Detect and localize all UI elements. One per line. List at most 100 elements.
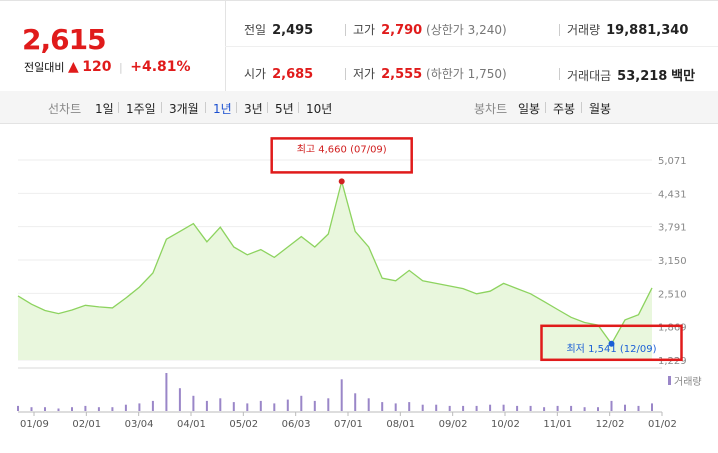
volume-bar [313, 400, 316, 411]
y-tick-label: 5,071 [658, 156, 687, 167]
high-annotation-label: 최고 4,660 (07/09) [297, 143, 387, 155]
current-price-box: 2,615 전일대비 ▲ 120 | +4.81% [0, 1, 226, 92]
volume-bar [111, 407, 114, 411]
volume-bar [543, 407, 546, 411]
up-arrow-icon: ▲ [67, 59, 79, 75]
volume-bar [124, 404, 127, 411]
volume-bar [583, 407, 586, 411]
volume-bar [570, 405, 573, 411]
volume-bar [502, 404, 505, 411]
volume-bar [475, 405, 478, 411]
volume-bar [624, 404, 626, 411]
tab-1w[interactable]: 1주일 [126, 102, 156, 116]
volume-bar [435, 404, 438, 411]
x-tick-label: 01/02 [648, 419, 677, 430]
x-tick-label: 11/01 [543, 419, 572, 430]
y-tick-label: 3,791 [658, 223, 687, 234]
low-price: 저가 2,555 (하한가 1,750) [353, 67, 507, 82]
volume: 거래량 19,881,340 [567, 23, 689, 38]
volume-bar [367, 398, 370, 411]
tab-1y[interactable]: 1년 [213, 102, 232, 116]
current-price: 2,615 [22, 23, 107, 56]
line-chart-label: 선차트 [48, 102, 82, 116]
prev-close: 전일 2,495 [244, 23, 314, 38]
open-price: 시가 2,685 [244, 67, 314, 82]
volume-bar [138, 403, 141, 411]
y-tick-label: 1,229 [658, 356, 687, 367]
y-tick-label: 1,869 [658, 323, 687, 334]
x-tick-label: 02/01 [72, 419, 101, 430]
volume-bar [529, 405, 532, 411]
x-tick-label: 08/01 [386, 419, 415, 430]
volume-bar [273, 403, 276, 411]
volume-bar [394, 403, 397, 411]
tab-weekly-candle[interactable]: 주봉 [553, 102, 576, 116]
volume-bar [489, 404, 492, 411]
turnover: 거래대금 53,218 백만 [567, 69, 696, 84]
candle-chart-label: 봉차트 [474, 102, 508, 116]
x-tick-label: 01/09 [20, 419, 49, 430]
x-tick-label: 05/02 [229, 419, 258, 430]
volume-bar [259, 400, 262, 411]
y-tick-label: 2,510 [658, 289, 687, 300]
low-annotation-box [540, 324, 683, 362]
volume-bar [327, 398, 330, 411]
x-tick-label: 07/01 [334, 419, 363, 430]
volume-bar [408, 402, 411, 411]
high-point-marker [338, 178, 345, 185]
volume-bar [516, 405, 519, 411]
volume-bar [17, 405, 19, 411]
low-point-marker [608, 340, 615, 347]
volume-bar [192, 395, 195, 411]
volume-bar [246, 403, 249, 411]
volume-bar [71, 407, 73, 411]
volume-bar [232, 402, 235, 411]
volume-bar [30, 407, 33, 411]
volume-bar [651, 403, 653, 411]
tab-5y[interactable]: 5년 [275, 102, 294, 116]
x-tick-label: 03/04 [125, 419, 154, 430]
volume-bar [97, 407, 100, 411]
change-percent: +4.81% [130, 59, 191, 75]
tab-1d[interactable]: 1일 [95, 102, 114, 116]
change-divider: | [119, 61, 123, 74]
volume-bar [286, 399, 289, 411]
row-divider [225, 46, 718, 47]
high-price: 고가 2,790 (상한가 3,240) [353, 23, 507, 38]
tab-monthly-candle[interactable]: 월봉 [589, 102, 612, 116]
volume-bar [151, 400, 154, 411]
x-tick-label: 09/02 [439, 419, 468, 430]
volume-bar [219, 398, 222, 411]
volume-bar [340, 379, 343, 411]
volume-bar [610, 400, 613, 411]
volume-legend-label: 거래량 [674, 376, 702, 388]
price-line [17, 178, 653, 346]
volume-bar [354, 393, 357, 411]
tab-3m[interactable]: 3개월 [169, 102, 199, 116]
volume-bar [57, 408, 60, 411]
price-summary: 2,615 전일대비 ▲ 120 | +4.81% 전일 2,495 고가 2,79… [0, 0, 718, 93]
volume-bar [637, 405, 640, 411]
volume-bar [205, 400, 208, 411]
price-area-fill [18, 181, 652, 360]
volume-bar [556, 405, 559, 411]
x-tick-label: 06/03 [282, 419, 311, 430]
volume-bar [84, 405, 87, 411]
tab-3y[interactable]: 3년 [244, 102, 263, 116]
x-tick-label: 12/02 [596, 419, 625, 430]
y-tick-label: 3,150 [658, 256, 687, 267]
x-tick-label: 04/01 [177, 419, 206, 430]
volume-bar [178, 388, 181, 411]
volume-bar [44, 407, 46, 411]
x-tick-label: 10/02 [491, 419, 520, 430]
y-tick-label: 4,431 [658, 189, 687, 200]
volume-bar [597, 407, 599, 411]
change-label: 전일대비 [24, 61, 65, 74]
volume-legend-icon [668, 376, 671, 385]
change-amount: 120 [82, 59, 112, 75]
tab-10y[interactable]: 10년 [306, 102, 333, 116]
volume-bar [381, 402, 384, 411]
tab-daily-candle[interactable]: 일봉 [518, 102, 541, 116]
volume-bar [300, 395, 303, 411]
